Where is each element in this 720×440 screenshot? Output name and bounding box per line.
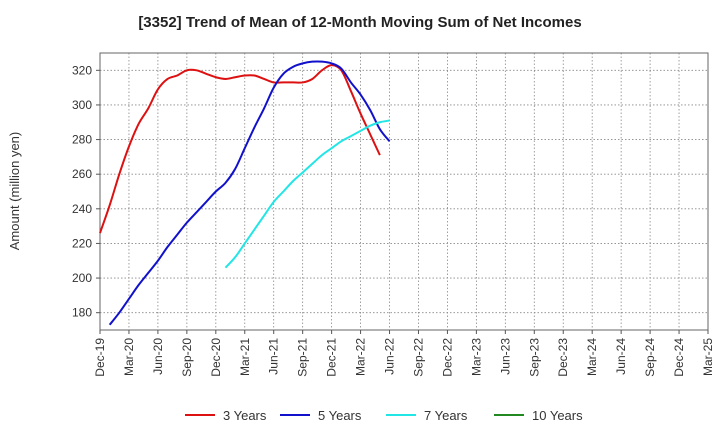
x-tick-label: Dec-20	[209, 338, 223, 377]
chart-title: [3352] Trend of Mean of 12-Month Moving …	[138, 14, 582, 31]
y-tick-label: 260	[72, 167, 92, 181]
legend-label: 10 Years	[532, 408, 583, 423]
x-tick-label: Mar-23	[469, 338, 483, 376]
x-tick-label: Mar-22	[354, 338, 368, 376]
plot-area-border	[99, 52, 709, 331]
x-tick-label: Jun-23	[498, 338, 512, 375]
y-axis-label: Amount (million yen)	[7, 132, 22, 251]
x-tick-label: Dec-21	[325, 338, 339, 377]
x-tick-label: Mar-21	[238, 338, 252, 376]
x-tick-label: Jun-22	[383, 338, 397, 375]
x-tick-label: Jun-20	[151, 338, 165, 375]
series-line-5-years	[108, 60, 391, 326]
legend-label: 5 Years	[318, 408, 362, 423]
y-tick-label: 180	[72, 306, 92, 320]
x-tick-label: Sep-22	[411, 338, 425, 377]
x-tick-label: Jun-21	[267, 338, 281, 375]
x-tick-label: Dec-22	[440, 338, 454, 377]
x-tick-label: Sep-23	[527, 338, 541, 377]
x-tick-label: Mar-25	[701, 338, 715, 376]
legend-label: 7 Years	[424, 408, 468, 423]
x-tick-label: Sep-24	[643, 338, 657, 377]
y-axis-ticks: 180 200 220 240 260 280 300 320	[72, 63, 100, 320]
x-tick-label: Dec-23	[556, 338, 570, 377]
x-tick-label: Mar-20	[122, 338, 136, 376]
y-tick-label: 320	[72, 63, 92, 77]
y-tick-label: 280	[72, 133, 92, 147]
y-tick-label: 200	[72, 271, 92, 285]
legend-label: 3 Years	[223, 408, 267, 423]
series-line-7-years	[224, 119, 390, 269]
x-tick-label: Jun-24	[614, 338, 628, 375]
y-tick-label: 300	[72, 98, 92, 112]
grid-lines	[99, 53, 709, 330]
legend: 3 Years 5 Years 7 Years 10 Years	[185, 408, 583, 423]
y-tick-label: 240	[72, 202, 92, 216]
y-tick-label: 220	[72, 236, 92, 250]
x-tick-label: Dec-24	[672, 338, 686, 377]
series-line-3-years	[99, 64, 381, 234]
x-tick-label: Sep-21	[296, 338, 310, 377]
x-axis-ticks: Dec-19 Mar-20 Jun-20 Sep-20 Dec-20 Mar-21 Jun-…	[93, 330, 715, 377]
x-tick-label: Mar-24	[585, 338, 599, 376]
series-lines	[99, 60, 391, 326]
x-tick-label: Dec-19	[93, 338, 107, 377]
x-tick-label: Sep-20	[180, 338, 194, 377]
